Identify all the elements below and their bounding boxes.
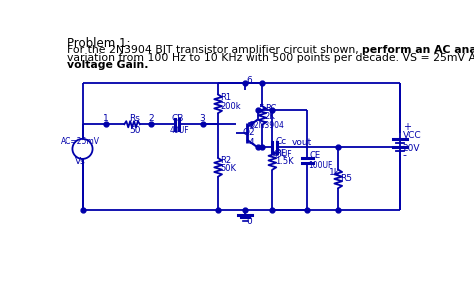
Text: 1.5K: 1.5K <box>275 157 293 166</box>
Text: vout: vout <box>292 138 312 147</box>
Text: 0: 0 <box>247 217 253 226</box>
Text: -: - <box>402 150 407 161</box>
Text: 1: 1 <box>103 114 109 123</box>
Text: variation from 100 Hz to 10 KHz with 500 points per decade. VS = 25mV AC. Also,: variation from 100 Hz to 10 KHz with 500… <box>67 53 474 63</box>
Text: 20V: 20V <box>402 144 420 153</box>
Text: 50K: 50K <box>220 164 237 173</box>
Text: AC=25mV: AC=25mV <box>61 137 100 146</box>
Text: For the 2N3904 BJT transistor amplifier circuit shown,: For the 2N3904 BJT transistor amplifier … <box>67 45 362 55</box>
Text: perform an AC analysis: perform an AC analysis <box>362 45 474 55</box>
Text: 40UF: 40UF <box>169 126 189 135</box>
Text: 4: 4 <box>248 138 254 147</box>
Text: Rs: Rs <box>129 114 140 123</box>
Text: CE: CE <box>310 151 321 160</box>
Text: 5: 5 <box>258 104 264 113</box>
Text: Vs: Vs <box>75 157 85 166</box>
Text: RC: RC <box>264 104 276 113</box>
Text: voltage Gain.: voltage Gain. <box>67 60 148 70</box>
Text: 50: 50 <box>130 126 141 135</box>
Text: 100UF: 100UF <box>308 161 332 170</box>
Text: 1k: 1k <box>329 168 340 177</box>
Text: +: + <box>402 122 410 132</box>
Text: 2: 2 <box>148 114 154 123</box>
Text: R5: R5 <box>341 174 353 183</box>
Text: CB: CB <box>172 114 184 123</box>
Text: R2: R2 <box>220 156 232 165</box>
Text: 2K: 2K <box>264 112 275 121</box>
Text: RE: RE <box>275 149 286 158</box>
Text: Problem 1:: Problem 1: <box>67 37 130 50</box>
Text: 200k: 200k <box>220 102 241 111</box>
Text: 3: 3 <box>200 114 205 123</box>
Text: VCC: VCC <box>402 131 421 140</box>
Text: Q2N3904: Q2N3904 <box>248 121 284 130</box>
Text: Q2: Q2 <box>243 128 255 137</box>
Text: 40UF: 40UF <box>273 150 292 159</box>
Text: Cc: Cc <box>275 137 287 146</box>
Text: 6: 6 <box>247 76 253 85</box>
Text: R1: R1 <box>220 93 232 102</box>
